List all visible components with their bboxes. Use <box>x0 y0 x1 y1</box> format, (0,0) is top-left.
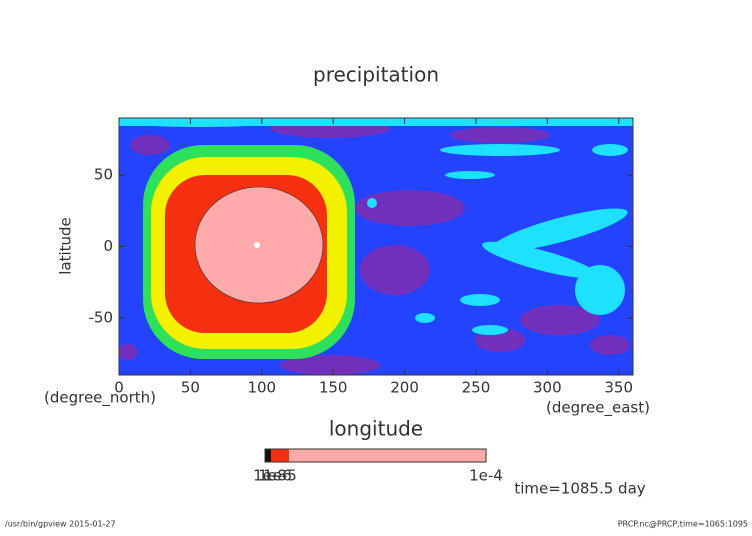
footer-left: /usr/bin/gpview 2015-01-27 <box>5 520 116 529</box>
x-axis-unit: (degree_east) <box>546 399 650 418</box>
colorbar-label: 1e-6 <box>258 467 292 485</box>
colorbar <box>264 448 487 463</box>
colorbar-label: 1e-8 <box>253 467 287 485</box>
y-tick-label: 50 <box>94 166 113 184</box>
contour-field <box>119 118 633 375</box>
x-tick-label: 100 <box>247 379 276 397</box>
y-tick-label: 0 <box>103 237 113 255</box>
colorbar-label: 1e-5 <box>263 467 297 485</box>
y-axis-unit: (degree_north) <box>44 389 156 408</box>
colorbar-label: 1e-4 <box>469 467 503 485</box>
x-tick-label: 0 <box>114 379 124 397</box>
y-tick-label: -50 <box>89 308 114 326</box>
chart-title: precipitation <box>313 63 439 87</box>
annotation: time=1085.5 day <box>514 480 645 498</box>
x-tick-label: 350 <box>604 379 633 397</box>
y-axis-label: latitude <box>57 217 75 275</box>
x-tick-label: 50 <box>181 379 200 397</box>
x-tick-label: 250 <box>462 379 491 397</box>
x-axis-label: longitude <box>329 417 423 441</box>
x-tick-label: 300 <box>533 379 562 397</box>
footer-right: PRCP.nc@PRCP,time=1065:1095 <box>618 520 748 529</box>
x-tick-label: 150 <box>319 379 348 397</box>
x-tick-label: 200 <box>390 379 419 397</box>
